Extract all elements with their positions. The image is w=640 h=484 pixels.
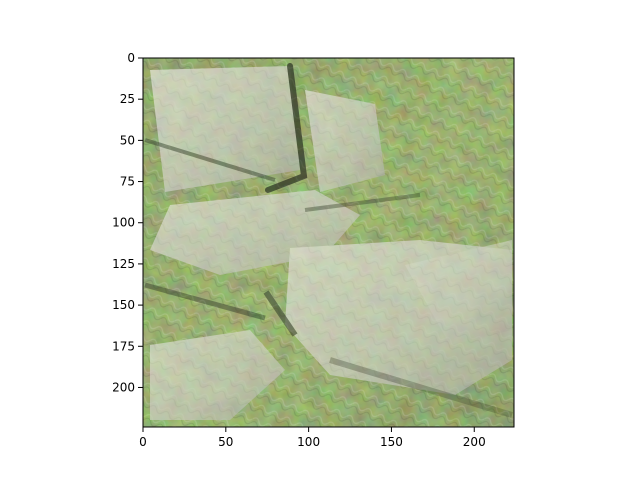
plot-border <box>142 57 515 428</box>
x-tick-label: 50 <box>218 435 233 449</box>
y-tick-label: 0 <box>127 51 135 65</box>
x-tick-label: 100 <box>297 435 320 449</box>
y-tick-label: 150 <box>112 298 135 312</box>
y-tick-label: 125 <box>112 257 135 271</box>
x-tick-label: 150 <box>380 435 403 449</box>
y-tick-label: 25 <box>120 92 135 106</box>
y-tick-label: 200 <box>112 380 135 394</box>
y-tick-label: 75 <box>120 175 135 189</box>
y-tick-label: 50 <box>120 133 135 147</box>
y-axis-ticks: 0 25 50 75 100 125 150 175 200 <box>112 51 143 394</box>
x-tick-label: 200 <box>463 435 486 449</box>
x-tick-label: 0 <box>139 435 147 449</box>
y-tick-label: 100 <box>112 216 135 230</box>
y-tick-label: 175 <box>112 339 135 353</box>
x-axis-ticks: 0 50 100 150 200 <box>139 427 486 449</box>
photo-image <box>143 58 514 427</box>
